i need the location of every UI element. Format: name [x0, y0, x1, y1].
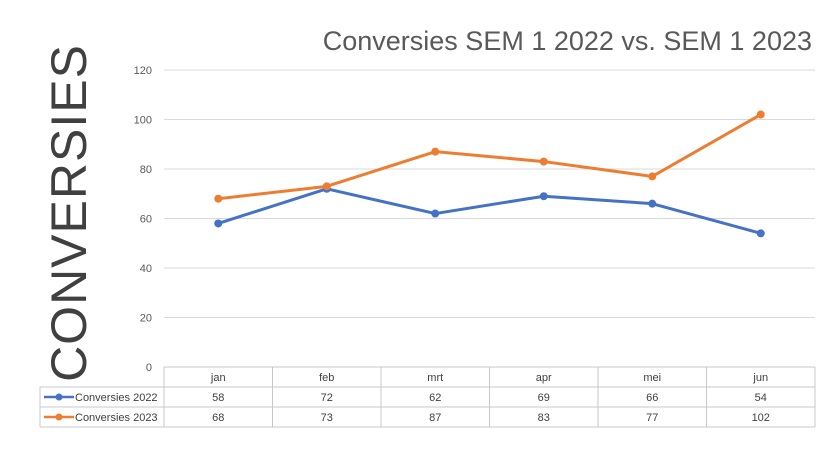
category-label: apr [536, 372, 552, 384]
y-tick-label: 60 [140, 214, 152, 226]
data-point [539, 157, 548, 166]
table-cell: 102 [752, 412, 770, 424]
series-line [216, 113, 763, 201]
data-point [756, 229, 765, 238]
data-point [214, 194, 223, 203]
y-tick-label: 40 [140, 263, 152, 275]
table-cell: 83 [538, 412, 550, 424]
category-label: jan [210, 372, 226, 384]
legend-label: Conversies 2023 [75, 412, 158, 424]
y-tick-label: 80 [140, 164, 152, 176]
y-tick-label: 20 [140, 313, 152, 325]
data-point [648, 199, 657, 208]
legend-marker [55, 413, 63, 421]
series-line [216, 187, 763, 235]
legend-label: Conversies 2022 [75, 392, 158, 404]
table-cell: 69 [538, 392, 550, 404]
data-point [648, 172, 657, 181]
table-cell: 87 [429, 412, 441, 424]
data-point [214, 219, 223, 228]
table-cell: 68 [212, 412, 224, 424]
table-cell: 72 [321, 392, 333, 404]
table-cell: 58 [212, 392, 224, 404]
category-label: jun [752, 372, 768, 384]
data-point [322, 182, 331, 191]
y-axis-label: CONVERSIES [41, 44, 97, 382]
category-label: feb [319, 372, 334, 384]
data-point [431, 209, 440, 218]
chart-title: Conversies SEM 1 2022 vs. SEM 1 2023 [323, 26, 812, 56]
table-cell: 73 [321, 412, 333, 424]
data-point [539, 192, 548, 201]
y-tick-label: 120 [134, 65, 152, 77]
table-cell: 77 [646, 412, 658, 424]
data-point [756, 110, 765, 119]
category-label: mrt [427, 372, 443, 384]
y-tick-label: 0 [146, 362, 152, 374]
legend-marker [55, 393, 63, 401]
table-cell: 62 [429, 392, 441, 404]
data-point [431, 147, 440, 156]
y-tick-label: 100 [134, 115, 152, 127]
table-cell: 54 [755, 392, 767, 404]
category-label: mei [643, 372, 661, 384]
table-cell: 66 [646, 392, 658, 404]
